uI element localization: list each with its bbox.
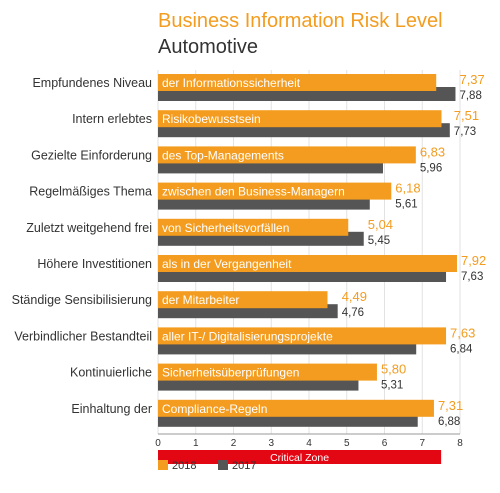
bar-2018	[158, 291, 328, 309]
value-label-2018: 7,63	[450, 325, 475, 340]
x-tick-label: 0	[155, 438, 161, 449]
value-label-2018: 6,83	[420, 144, 445, 159]
bar-2018	[158, 182, 392, 200]
value-label-2017: 5,45	[368, 235, 390, 247]
value-label-2018: 7,51	[454, 108, 479, 123]
value-label-2018: 7,31	[438, 398, 463, 413]
value-label-2018: 4,49	[342, 289, 367, 304]
x-tick-label: 4	[306, 438, 312, 449]
bar-2018	[158, 399, 434, 417]
bar-2018	[158, 218, 349, 236]
x-tick-label: 1	[193, 438, 199, 449]
x-tick-label: 2	[231, 438, 237, 449]
category-label: Verbindlicher Bestandteil	[14, 329, 152, 343]
x-tick-label: 7	[419, 438, 425, 449]
value-label-2017: 7,88	[459, 90, 481, 102]
bar-text: der Informationssicherheit	[162, 76, 301, 90]
bar-text: des Top-Managements	[162, 148, 284, 162]
bar-text: aller IT-/ Digitalisierungsprojekte	[162, 329, 333, 343]
category-label: Höhere Investitionen	[37, 257, 152, 271]
x-tick-label: 5	[344, 438, 350, 449]
x-tick-label: 8	[457, 438, 463, 449]
chart-subtitle: Automotive	[158, 36, 259, 58]
category-label: Zuletzt weitgehend frei	[26, 221, 152, 235]
bar-text: Compliance-Regeln	[162, 402, 267, 416]
category-label: Kontinuierliche	[70, 366, 152, 380]
bar-2018	[158, 74, 437, 91]
value-label-2017: 6,84	[450, 343, 473, 355]
value-label-2017: 5,31	[381, 380, 403, 392]
bar-2018	[158, 146, 416, 164]
bar-2018	[158, 110, 442, 128]
value-label-2018: 7,37	[459, 72, 484, 87]
bar-text: von Sicherheitsvorfällen	[162, 221, 289, 235]
value-label-2018: 7,92	[461, 253, 486, 268]
bar-2018	[158, 327, 447, 345]
category-label: Ständige Sensibilisierung	[12, 293, 152, 307]
category-label: Intern erlebtes	[72, 112, 152, 126]
bar-2018	[158, 363, 377, 381]
category-label: Einhaltung der	[71, 402, 152, 416]
value-label-2017: 6,88	[438, 416, 460, 428]
value-label-2017: 5,61	[395, 199, 417, 211]
legend-label-2018: 2018	[172, 460, 196, 472]
bar-text: der Mitarbeiter	[162, 293, 239, 307]
critical-zone-band	[158, 450, 442, 464]
value-label-2017: 7,73	[454, 126, 476, 138]
chart-title: Business Information Risk Level	[158, 10, 443, 32]
bar-2018	[158, 255, 457, 272]
bar-text: als in der Vergangenheit	[162, 257, 292, 271]
critical-zone-label: Critical Zone	[270, 452, 329, 464]
bar-text: Sicherheitsüberprüfungen	[162, 366, 299, 380]
value-label-2017: 7,63	[461, 271, 483, 283]
value-label-2018: 5,04	[368, 217, 393, 232]
legend-swatch-2018	[158, 460, 168, 470]
category-label: Regelmäßiges Thema	[29, 185, 152, 199]
x-tick-label: 6	[382, 438, 388, 449]
value-label-2018: 5,80	[381, 362, 406, 377]
bar-text: Risikobewusstsein	[162, 112, 261, 126]
category-label: Empfundenes Niveau	[32, 76, 152, 90]
value-label-2017: 4,76	[342, 307, 364, 319]
legend-label-2017: 2017	[232, 460, 256, 472]
bar-text: zwischen den Business-Managern	[162, 185, 345, 199]
value-label-2017: 5,96	[420, 162, 442, 174]
legend-swatch-2017	[218, 460, 228, 470]
x-tick-label: 3	[268, 438, 274, 449]
category-label: Gezielte Einforderung	[31, 148, 152, 162]
value-label-2018: 6,18	[395, 181, 420, 196]
